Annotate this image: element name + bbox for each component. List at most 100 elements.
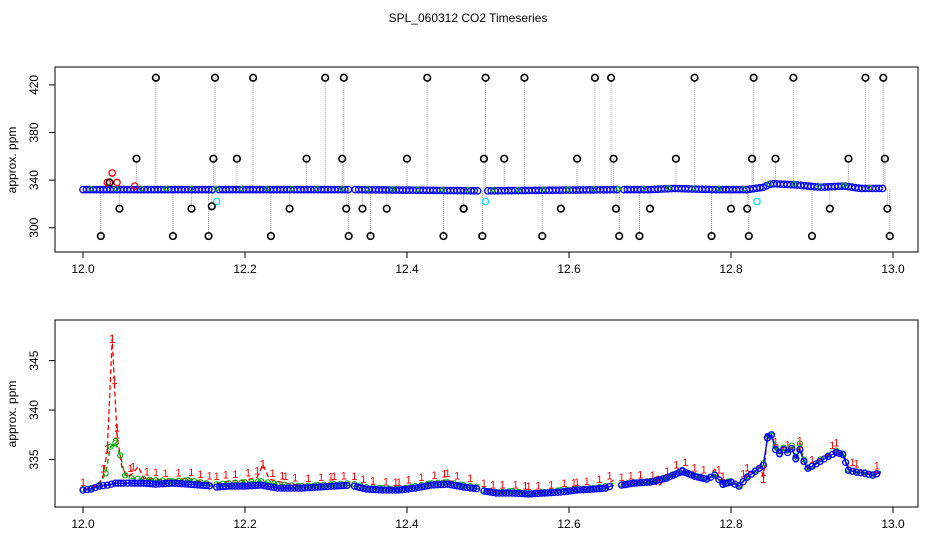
top-outlier-point-44 (671, 154, 681, 163)
top-smooth-point (414, 186, 421, 192)
top-outlier-point-23 (382, 204, 391, 213)
top-outlier-point-17 (338, 154, 347, 163)
series-3-point (469, 484, 478, 492)
series-1-marker: 1 (444, 468, 450, 480)
top-outlier-point-59 (880, 154, 890, 163)
series-2-line-4 (621, 434, 882, 487)
top-outlier-point-5 (168, 231, 178, 241)
series-1-marker: 1 (535, 480, 541, 492)
series-2-point (117, 452, 124, 459)
series-1-marker: 1 (574, 477, 580, 489)
series-3-point (123, 479, 132, 487)
series-1-line-0 (82, 338, 213, 490)
top-outlier-point-49 (744, 231, 753, 241)
series-2-label-5: 2 (112, 436, 119, 450)
top-outlier-point-50 (747, 154, 757, 163)
series-3-point (598, 484, 607, 493)
series-3-point (711, 471, 719, 479)
series-1-marker: 1 (127, 463, 133, 475)
series-3-point (443, 480, 452, 488)
series-3-point (715, 476, 723, 484)
top-outlier-point-14 (285, 204, 294, 213)
series-1-marker: 1 (829, 440, 835, 452)
bottom-x-tick-label-4: 12.8 (719, 517, 743, 531)
top-smooth-point (364, 186, 371, 192)
top-median-point (470, 186, 479, 195)
top-raw-point-3 (130, 182, 139, 190)
top-outlier-point-48 (743, 204, 752, 213)
series-1-marker: 1 (548, 479, 554, 491)
series-3-point (784, 448, 792, 457)
series-2-point (772, 443, 779, 450)
bottom-x-tick-label-0: 12.0 (71, 517, 95, 531)
top-x-tick-label-5: 13.0 (881, 262, 905, 276)
top-outlier-point-45 (690, 73, 699, 82)
series-3-label-9: 3 (720, 477, 727, 491)
top-smooth-point (465, 187, 471, 193)
series-3-point (775, 449, 784, 458)
top-y-axis-label: approx. ppm (5, 127, 19, 194)
top-outlier-point-29 (481, 73, 490, 82)
top-outlier-point-61 (885, 231, 894, 241)
series-1-marker: 1 (197, 469, 203, 481)
series-3-label-7: 3 (776, 447, 783, 461)
bottom-plot-frame (54, 319, 919, 508)
series-3-point (646, 478, 654, 486)
series-1-marker: 1 (760, 467, 766, 479)
series-1-marker: 1 (393, 477, 399, 489)
series-3-point (861, 469, 869, 477)
top-smooth-point (138, 185, 145, 192)
top-median-point (875, 184, 883, 193)
series-1-label-4: 1 (760, 472, 767, 486)
bottom-y-tick-label-2: 345 (27, 350, 41, 370)
top-smooth-point (239, 185, 245, 192)
series-1-marker: 1 (163, 468, 169, 480)
top-smooth-point (716, 185, 722, 192)
top-smooth-point (490, 187, 496, 193)
series-1-marker: 1 (853, 458, 859, 470)
series-1-marker: 1 (467, 473, 473, 485)
top-outlier-point-13 (266, 231, 276, 241)
series-3-point (856, 469, 865, 477)
top-smooth-point (766, 181, 772, 187)
series-1-marker: 1 (328, 471, 334, 483)
top-outlier-point-3 (132, 154, 141, 163)
top-smooth-point (515, 186, 521, 193)
series-3-point (277, 484, 285, 492)
series-1-marker: 1 (720, 471, 726, 483)
series-1-marker: 1 (144, 466, 150, 478)
top-smooth-point (113, 185, 119, 192)
top-outlier-point-22 (366, 231, 375, 241)
top-outlier-point-19 (342, 204, 351, 213)
bottom-x-tick-label-1: 12.2 (233, 517, 257, 531)
series-1-marker: 1 (383, 476, 389, 488)
top-outlier-point-31 (459, 204, 468, 213)
series-1-marker: 1 (254, 465, 260, 477)
top-outlier-point-34 (538, 231, 547, 241)
top-smooth-point (791, 181, 797, 187)
series-3-point (649, 477, 657, 486)
series-3-point (79, 486, 87, 494)
series-1-marker: 1 (114, 423, 120, 435)
top-x-tick-label-3: 12.6 (557, 262, 581, 276)
series-1-label-1: 1 (104, 443, 111, 457)
top-outlier-point-57 (861, 73, 870, 82)
series-1-marker: 1 (441, 469, 447, 481)
top-outlier-point-21 (358, 204, 367, 213)
series-1-marker: 1 (584, 476, 590, 488)
series-3-point (800, 457, 808, 466)
top-smooth-point (339, 185, 345, 192)
top-smooth-point (88, 185, 94, 192)
series-3-point (735, 482, 743, 490)
series-1-marker: 1 (406, 475, 412, 487)
top-smooth-point (289, 185, 295, 192)
top-smooth-point (640, 185, 647, 192)
series-3-point (792, 454, 800, 463)
series-3-point (343, 481, 351, 490)
series-3-point (284, 484, 292, 492)
top-outlier-point-56 (844, 154, 853, 163)
top-outlier-point-7 (204, 231, 213, 241)
top-outlier-point-18 (339, 73, 348, 82)
series-3-point (91, 483, 99, 492)
series-1-marker: 1 (691, 462, 697, 474)
